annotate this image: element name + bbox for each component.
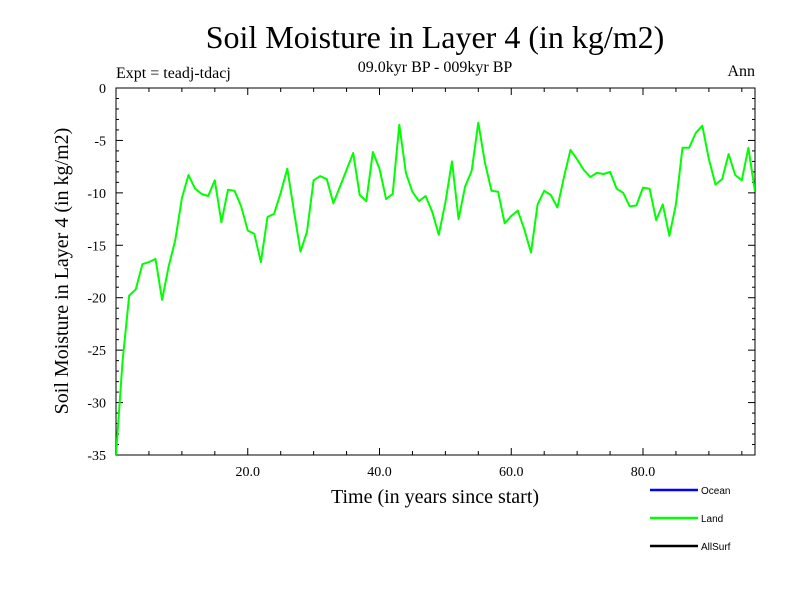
series-line-land	[116, 121, 755, 455]
x-tick-label: 80.0	[631, 465, 656, 480]
x-axis-label: Time (in years since start)	[331, 486, 539, 508]
y-tick-label: -15	[87, 239, 106, 254]
y-tick-label: -10	[87, 187, 106, 202]
y-tick-label: -30	[87, 397, 106, 412]
legend-label-land: Land	[701, 514, 723, 525]
legend-label-allsurf: AllSurf	[701, 542, 731, 553]
y-tick-label: -5	[94, 134, 106, 149]
plot-frame	[115, 87, 756, 456]
x-tick-label: 40.0	[367, 465, 392, 480]
series-layer	[116, 121, 755, 455]
legend-label-ocean: Ocean	[701, 486, 730, 497]
legend: Ocean Land AllSurf	[650, 486, 731, 553]
y-axis-label: Soil Moisture in Layer 4 (in kg/m2)	[51, 128, 73, 415]
period-label: 09.0kyr BP - 009kyr BP	[358, 59, 513, 76]
y-axis: 0 -5 -10 -15 -20 -25 -30 -35	[87, 82, 755, 464]
y-tick-label: -20	[87, 292, 106, 307]
season-label: Ann	[727, 63, 755, 80]
experiment-label: Expt = teadj-tdacj	[116, 65, 231, 82]
y-tick-label: -35	[87, 449, 106, 464]
x-tick-label: 20.0	[236, 465, 261, 480]
chart-title: Soil Moisture in Layer 4 (in kg/m2)	[206, 19, 665, 55]
y-tick-label: 0	[99, 82, 106, 97]
y-tick-label: -25	[87, 344, 106, 359]
x-tick-label: 60.0	[499, 465, 524, 480]
x-axis: 20.0 40.0 60.0 80.0	[148, 88, 743, 480]
